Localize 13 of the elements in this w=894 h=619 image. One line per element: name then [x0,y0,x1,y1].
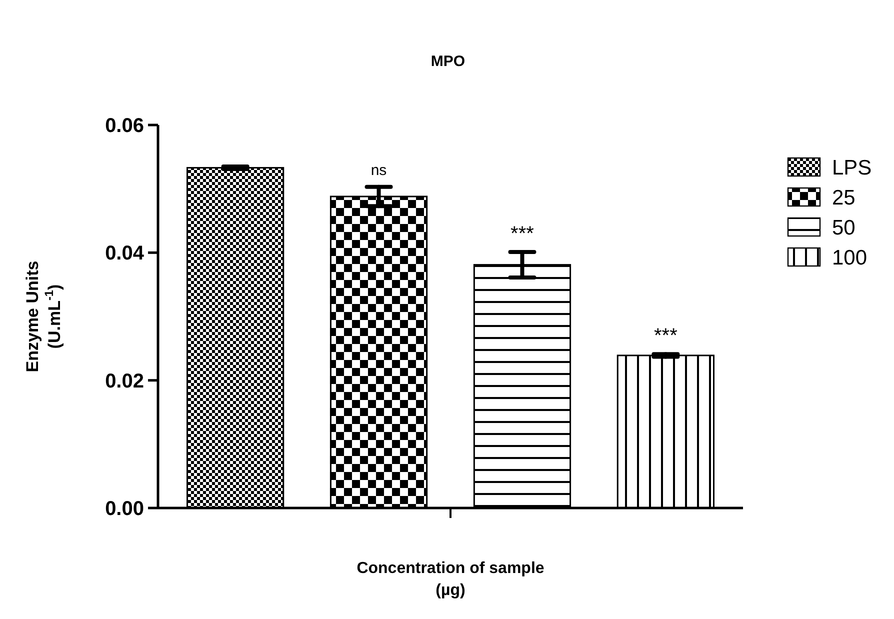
data-label: *** [510,223,534,246]
y-tick-label: 0.02 [105,370,144,392]
y-tick-label: 0.00 [105,498,144,520]
y-tick-label: 0.04 [105,242,145,265]
legend-label: LPS [832,156,872,180]
x-axis-title: Concentration of sample (µg) [356,560,544,599]
legend-label: 25 [832,186,856,210]
data-label: *** [654,325,678,348]
legend-label: 100 [832,246,868,270]
legend-label: 50 [832,216,856,240]
y-tick-label: 0.06 [105,115,144,137]
chart-title: MPO [430,53,466,70]
data-label: ns [370,162,387,179]
